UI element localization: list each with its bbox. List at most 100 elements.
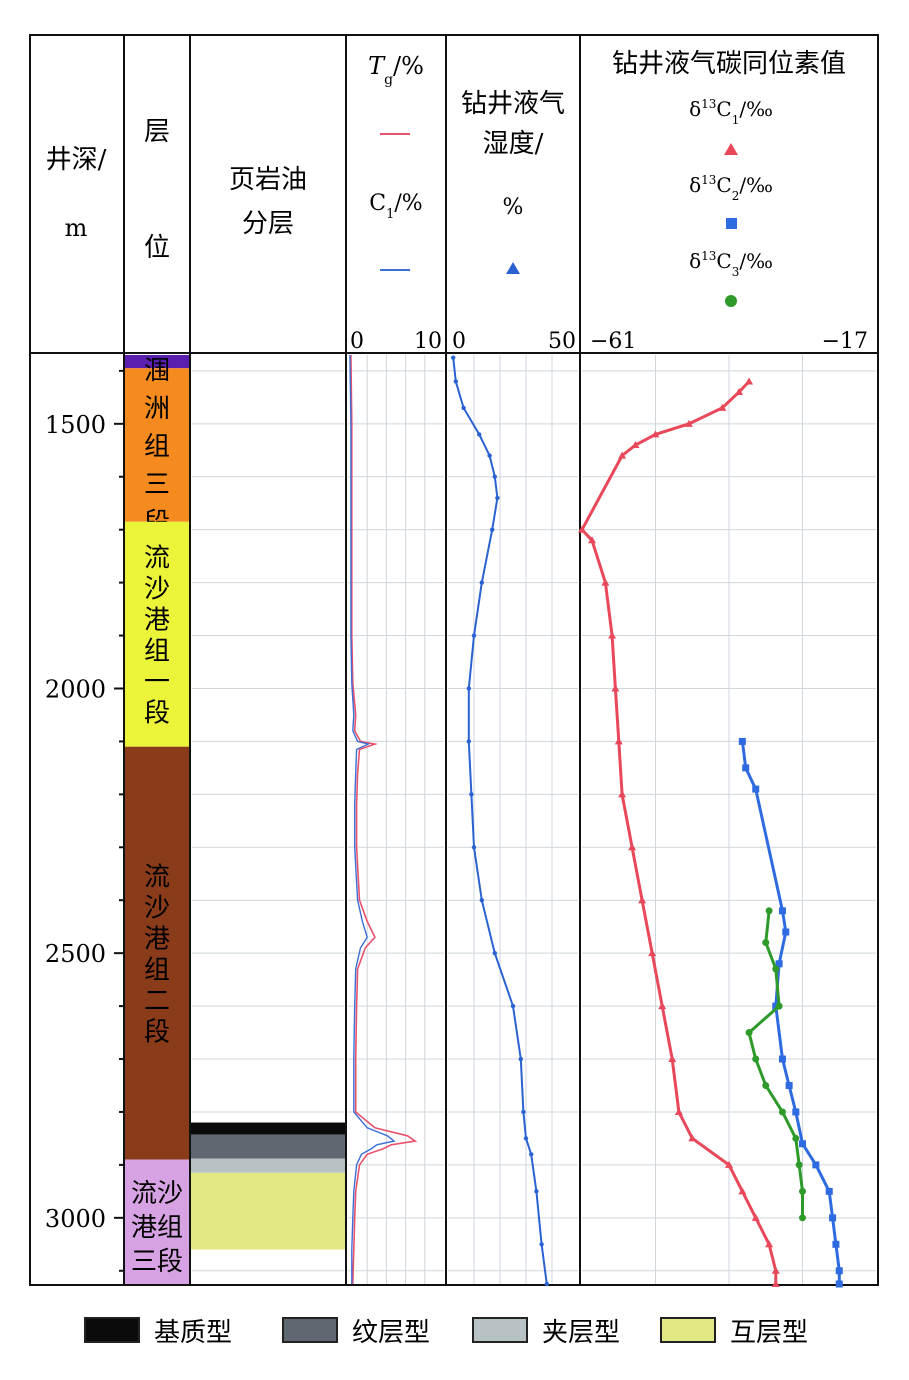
chart-frame — [29, 34, 879, 1286]
d13c1-point — [628, 843, 637, 851]
d13c1-point — [611, 684, 620, 692]
legend-label-interlayer: 夹层型 — [542, 1317, 621, 1348]
d13c1-point — [608, 631, 617, 639]
formation-band — [125, 1159, 189, 1284]
depth-tick-label: 3000 — [45, 1205, 106, 1233]
isotope-title: 钻井液气碳同位素值 — [612, 49, 846, 79]
c1-unit: /% — [394, 191, 422, 216]
d13c3-point — [799, 1187, 806, 1195]
formation-label-char: 段 — [144, 1018, 170, 1048]
shale-oil-layer — [191, 1134, 345, 1159]
formation-label-char: 组 — [144, 432, 170, 462]
wetness-point — [523, 1136, 529, 1141]
d13c3-point — [792, 1134, 800, 1142]
legend-label-matrix: 基质型 — [154, 1317, 233, 1348]
legend-item-interbedded: 互层型 — [660, 1308, 808, 1352]
formation-label-char: 沙 — [144, 575, 170, 605]
d13c3-point — [795, 1161, 803, 1169]
d13c2-point — [778, 1055, 786, 1063]
isotope-range-max: −17 — [822, 329, 868, 354]
wetness-point — [492, 474, 497, 479]
wetness-point — [518, 1056, 523, 1062]
wetness-point — [466, 739, 471, 744]
d13c3-point — [778, 1108, 786, 1116]
formation-label-char: 三 — [144, 470, 170, 500]
d13c3-point — [745, 1029, 753, 1037]
d13c1-point — [674, 1107, 683, 1115]
d13c3-point — [775, 1002, 783, 1010]
d13c3-point — [762, 1081, 770, 1089]
wetness-point — [529, 1152, 534, 1157]
d13c2-point — [792, 1108, 800, 1116]
legend-label-interbedded: 互层型 — [730, 1317, 809, 1348]
d13c2-point — [812, 1161, 820, 1169]
formation-label-char: 洲 — [144, 394, 170, 424]
legend-swatch-interbedded — [660, 1317, 716, 1343]
tg-unit: /% — [393, 52, 424, 80]
depth-col-title: 井深/ — [46, 145, 107, 175]
formation-label-char: 港 — [144, 925, 170, 955]
isotope-points — [578, 377, 843, 1288]
depth-col-unit: m — [65, 214, 88, 242]
wetness-point — [539, 1242, 544, 1247]
d13c2-point — [782, 928, 790, 936]
depth-tick-label: 1500 — [45, 411, 106, 439]
d13c2-point — [835, 1267, 843, 1275]
d13c1-label: δ13C1/‰ — [689, 97, 773, 127]
wetness-point — [534, 1189, 539, 1194]
legend-swatch-interlayer — [472, 1317, 528, 1343]
shale-oil-column — [191, 1122, 345, 1250]
d13c1-point — [601, 578, 610, 586]
d13c1-point — [648, 949, 657, 957]
d13c1-point — [738, 1187, 747, 1195]
d13c3-point — [762, 939, 770, 947]
wetness-point — [490, 527, 495, 532]
wetness-range-min: 0 — [452, 329, 466, 354]
formation-label-char: 组 — [144, 956, 170, 986]
formation-label-char: 二 — [144, 987, 170, 1017]
d13c2-series-line — [740, 741, 841, 1284]
formation-label-char: 段 — [144, 699, 170, 729]
shale-oil-layer — [191, 1158, 345, 1173]
c1-label: C1/% — [369, 191, 422, 222]
depth-axis: 1500 2000 2500 3000 — [45, 369, 124, 1272]
legend-swatch-laminated — [282, 1317, 338, 1343]
tg-sub: g — [384, 72, 393, 88]
d13c1-point — [735, 388, 744, 396]
formation-label-char: 流 — [144, 863, 170, 893]
wetness-point — [510, 1003, 516, 1009]
d13c2-point — [825, 1187, 833, 1195]
formation-band — [125, 521, 189, 747]
layer-col-title-2: 位 — [144, 233, 170, 263]
d13c1-point — [725, 1160, 733, 1168]
d13c3-label: δ13C3/‰ — [689, 249, 773, 279]
d13c3-point — [772, 965, 780, 973]
wetness-curve — [451, 355, 549, 1287]
wetness-title-2: 湿度/ — [483, 129, 544, 159]
wetness-point — [521, 1109, 526, 1115]
wetness-point — [453, 379, 458, 384]
tg-series-line — [350, 354, 418, 1285]
shale-col-title-1: 页岩油 — [229, 165, 307, 195]
d13c2-point — [785, 1081, 793, 1089]
d13c1-point — [771, 1280, 780, 1287]
gas-range-max: 10 — [414, 329, 442, 354]
wetness-point — [495, 495, 500, 501]
wetness-point — [471, 845, 477, 850]
formation-label-char: 组 — [144, 637, 170, 667]
legend-item-laminated: 纹层型 — [282, 1308, 430, 1352]
wetness-unit: % — [503, 195, 524, 220]
wetness-point — [469, 792, 474, 797]
tg-italic: T — [368, 52, 386, 80]
d13c1-point — [688, 1134, 697, 1142]
d13c1-point — [651, 430, 660, 438]
d13c2-point — [799, 1140, 806, 1148]
shale-col-title-2: 分层 — [242, 209, 294, 239]
gas-range-min: 0 — [350, 329, 364, 354]
wetness-series-line — [452, 357, 548, 1285]
d13c1-point — [588, 536, 597, 544]
formation-label-char: 港 — [144, 606, 170, 636]
d13c1-point — [618, 790, 627, 798]
wetness-point — [544, 1281, 549, 1287]
